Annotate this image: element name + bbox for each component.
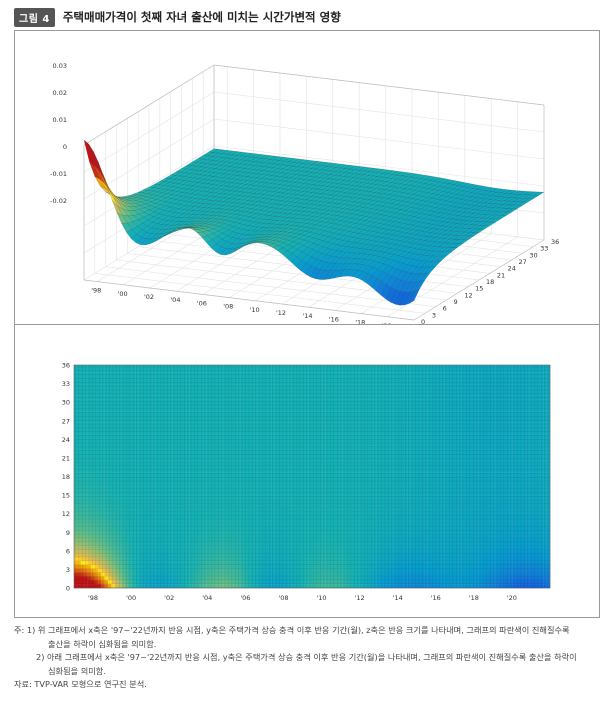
heatmap-y-tick: 15 (62, 492, 70, 500)
surface-x-tick: '04 (170, 296, 180, 304)
heatmap-x-tick: '06 (240, 594, 250, 602)
surface-y-tick: 18 (486, 278, 494, 286)
surface-tick-labels: 0.03 0.02 0.01 0 -0.01 -0.02 '98 '00 '02 '04 '06 '0… (50, 62, 559, 324)
surface-x-tick: '20 (382, 322, 392, 324)
surface-y-tick: 36 (551, 238, 559, 246)
frame-divider (14, 324, 600, 325)
heatmap-y-tick: 33 (62, 380, 70, 388)
heatmap-x-tick: '10 (316, 594, 326, 602)
surface-y-tick: 33 (540, 245, 548, 253)
surface-y-tick: 21 (497, 271, 505, 279)
surface-z-tick: 0.01 (53, 116, 67, 124)
heatmap-x-tick: '12 (355, 594, 365, 602)
surface-y-tick: 6 (443, 305, 447, 313)
surface-y-tick: 3 (432, 311, 436, 319)
heatmap-x-tick: '08 (278, 594, 288, 602)
heatmap-x-tick: '04 (202, 594, 212, 602)
surface-z-tick: 0 (63, 143, 67, 151)
surface-y-tick: 12 (464, 291, 472, 299)
heatmap-x-tick: '18 (469, 594, 479, 602)
heatmap-y-tick: 30 (62, 399, 70, 407)
surface-x-tick: '10 (250, 306, 260, 314)
surface-x-tick: '12 (276, 309, 286, 317)
surface-y-tick: 30 (529, 251, 537, 259)
heatmap-tick-labels: 0369121518212427303336'98'00'02'04'06'08… (62, 362, 517, 603)
heatmap-plot-border (73, 364, 551, 589)
surface-z-tick: -0.02 (50, 197, 67, 205)
heatmap-x-tick: '00 (126, 594, 136, 602)
heatmap-y-tick: 6 (66, 547, 70, 555)
heatmap-chart: 0369121518212427303336'98'00'02'04'06'08… (62, 362, 551, 603)
figure-title: 주택매매가격이 첫째 자녀 출산에 미치는 시간가변적 영향 (62, 10, 341, 24)
surface-mesh (83, 139, 545, 306)
surface-z-tick: -0.01 (50, 170, 67, 178)
note-2-continued: 심화됨을 의미함. (48, 665, 106, 676)
heatmap-y-tick: 21 (62, 454, 70, 462)
surface-x-tick: '16 (329, 315, 339, 323)
surface-y-tick: 9 (454, 298, 458, 306)
surface-z-tick: 0.02 (53, 89, 67, 97)
figure-notes: 주: 1) 위 그래프에서 x축은 '97~'22년까지 반응 시점, y축은 … (14, 624, 602, 692)
surface-x-tick: '18 (355, 319, 365, 324)
heatmap-y-tick: 0 (66, 585, 70, 593)
surface-x-tick: '14 (302, 312, 312, 320)
heatmap-y-tick: 18 (62, 473, 70, 481)
note-1: 주: 1) 위 그래프에서 x축은 '97~'22년까지 반응 시점, y축은 … (14, 625, 570, 635)
surface-x-tick: '06 (197, 299, 207, 307)
heatmap-x-tick: '02 (164, 594, 174, 602)
surface-x-tick: '98 (91, 287, 101, 295)
heatmap-y-tick: 36 (62, 362, 70, 370)
surface-chart: 0.03 0.02 0.01 0 -0.01 -0.02 '98 '00 '02 '04 '06 '0… (50, 62, 559, 324)
heatmap-y-tick: 24 (62, 436, 70, 444)
figure-header: 그림 4 주택매매가격이 첫째 자녀 출산에 미치는 시간가변적 영향 (14, 7, 341, 27)
surface-x-tick: '00 (118, 290, 128, 298)
heatmap-x-tick: '16 (431, 594, 441, 602)
heatmap-x-tick: '20 (507, 594, 517, 602)
heatmap-y-tick: 9 (66, 529, 70, 537)
heatmap-x-tick: '98 (88, 594, 98, 602)
heatmap-grid (74, 365, 550, 588)
surface-z-tick: 0.03 (53, 62, 67, 70)
surface-y-tick: 24 (508, 265, 516, 273)
surface-y-tick: 15 (475, 285, 483, 293)
heatmap-x-tick: '14 (393, 594, 403, 602)
surface-y-tick: 27 (519, 258, 527, 266)
source-note: 자료: TVP-VAR 모형으로 연구진 분석. (14, 679, 147, 689)
note-1-continued: 출산을 하락이 심화됨을 의미함. (48, 638, 157, 649)
surface-x-tick: '02 (144, 293, 154, 301)
surface-y-tick: 0 (421, 318, 425, 324)
surface-x-tick: '08 (223, 303, 233, 311)
note-2: 2) 아래 그래프에서 x축은 '97~'22년까지 반응 시점, y축은 주택… (36, 652, 577, 662)
heatmap-y-tick: 12 (62, 510, 70, 518)
heatmap-y-tick: 3 (66, 566, 70, 574)
figure-badge: 그림 4 (14, 7, 55, 27)
heatmap-y-tick: 27 (62, 417, 70, 425)
